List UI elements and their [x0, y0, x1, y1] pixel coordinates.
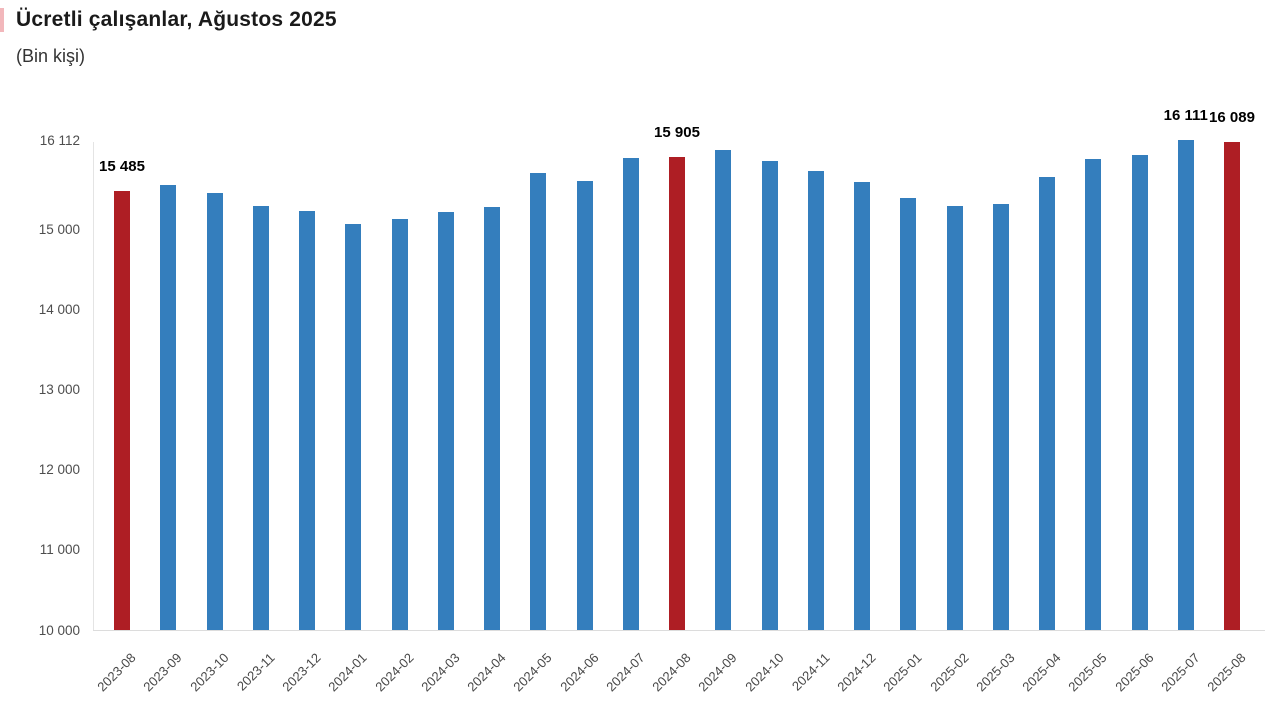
- y-axis-tick-label: 13 000: [38, 382, 80, 398]
- x-axis-label-2024-03: 2024-03: [418, 650, 463, 695]
- x-axis-label-2023-08: 2023-08: [94, 650, 139, 695]
- bar-value-label-2023-08: 15 485: [99, 157, 145, 175]
- bar-2024-10: [761, 160, 778, 630]
- bar-value-label-2025-08: 16 089: [1209, 109, 1255, 127]
- bar-2025-05: [1085, 158, 1102, 630]
- bar-value-label-2025-07: 16 111: [1163, 107, 1208, 125]
- bar-2025-02: [946, 206, 963, 630]
- x-axis-label-2024-02: 2024-02: [371, 650, 417, 695]
- x-axis-label-2024-01: 2024-01: [325, 650, 370, 695]
- x-axis-line: [93, 630, 1265, 631]
- bar-2025-08: [1224, 142, 1240, 630]
- x-axis-label-2024-11: 2024-11: [788, 650, 833, 694]
- bar-2025-04: [1039, 177, 1055, 630]
- x-axis-label-2025-03: 2025-03: [973, 650, 1018, 695]
- bar-2023-08: [114, 190, 130, 630]
- bar-2024-08: [669, 156, 685, 630]
- x-axis-label-2024-12: 2024-12: [834, 650, 879, 695]
- bar-2024-01: [345, 223, 362, 630]
- x-axis-label-2025-02: 2025-02: [926, 650, 972, 695]
- x-axis-label-2024-08: 2024-08: [649, 650, 694, 695]
- bar-2023-11: [252, 205, 269, 630]
- bar-2025-07: [1177, 140, 1194, 630]
- bar-2024-09: [715, 150, 732, 630]
- screen-edge-artifact: [0, 8, 4, 32]
- chart-subtitle: (Bin kişi): [16, 46, 86, 66]
- y-axis-tick-label: 14 000: [38, 302, 80, 318]
- bar-2023-12: [299, 210, 315, 630]
- y-axis-tick-label: 12 000: [38, 462, 80, 478]
- y-axis-tick-label: 15 000: [38, 221, 80, 237]
- x-axis-label-2023-09: 2023-09: [140, 650, 185, 695]
- bar-2024-05: [530, 173, 547, 630]
- x-axis-label-2025-07: 2025-07: [1158, 650, 1203, 695]
- x-axis-label-2023-12: 2023-12: [279, 650, 324, 695]
- bar-2024-06: [576, 181, 593, 630]
- bar-2024-12: [854, 182, 870, 630]
- y-axis-tick-label: 10 000: [38, 622, 80, 638]
- x-axis-label-2025-05: 2025-05: [1065, 650, 1110, 695]
- y-axis-line: [93, 142, 94, 630]
- bar-2024-11: [807, 171, 824, 630]
- bar-2025-06: [1131, 154, 1148, 630]
- x-axis-label-2024-06: 2024-06: [556, 650, 602, 695]
- bar-2025-01: [900, 197, 917, 630]
- chart-title: Ücretli çalışanlar, Ağustos 2025: [16, 8, 337, 31]
- x-axis-label-2024-05: 2024-05: [510, 650, 555, 695]
- bar-2024-02: [391, 219, 408, 630]
- y-axis-tick-label: 16 112: [39, 132, 80, 148]
- x-axis-label-2025-08: 2025-08: [1204, 650, 1249, 695]
- x-axis-label-2025-04: 2025-04: [1019, 650, 1064, 695]
- bar-2023-10: [206, 192, 223, 630]
- bar-2024-07: [622, 157, 639, 630]
- bar-value-label-2024-08: 15 905: [654, 123, 700, 141]
- x-axis-label-2024-09: 2024-09: [695, 650, 740, 695]
- x-axis-label-2025-01: 2025-01: [880, 650, 925, 695]
- bar-2024-04: [484, 207, 500, 630]
- x-axis-label-2023-11: 2023-11: [233, 650, 278, 694]
- x-axis-label-2024-04: 2024-04: [464, 650, 509, 695]
- bar-2023-09: [160, 185, 177, 630]
- bar-2024-03: [437, 211, 454, 630]
- x-axis-label-2023-10: 2023-10: [186, 650, 232, 695]
- x-axis-label-2024-10: 2024-10: [741, 650, 787, 695]
- bar-2025-03: [992, 204, 1009, 630]
- x-axis-label-2024-07: 2024-07: [603, 650, 648, 695]
- x-axis-label-2025-06: 2025-06: [1111, 650, 1157, 695]
- y-axis-tick-label: 11 000: [39, 542, 80, 558]
